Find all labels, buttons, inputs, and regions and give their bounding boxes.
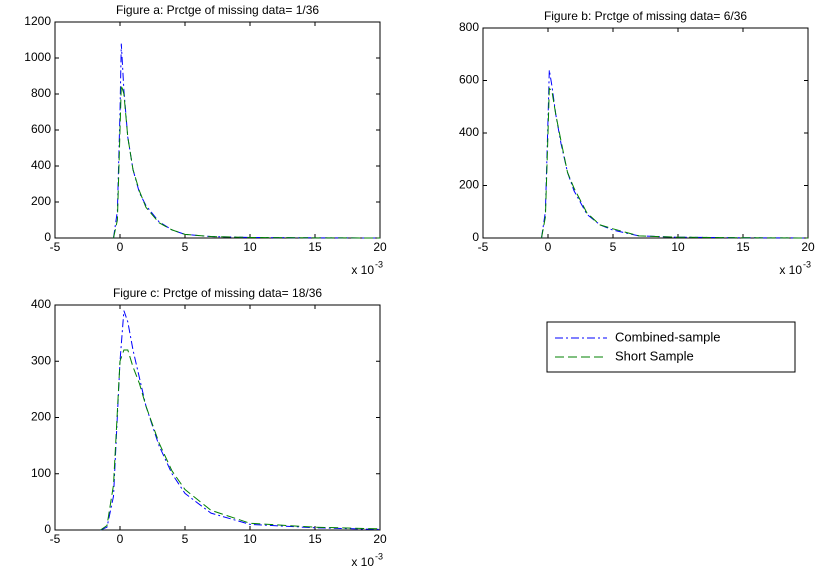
x-scale-label: x 10 (351, 263, 374, 277)
y-tick-label: 400 (459, 125, 479, 139)
x-tick-label: 15 (308, 240, 322, 254)
x-tick-label: 5 (182, 532, 189, 546)
x-tick-label: 20 (373, 240, 387, 254)
y-tick-label: 200 (459, 178, 479, 192)
series-line (541, 87, 809, 239)
series-line (113, 84, 381, 239)
y-tick-label: 800 (31, 86, 51, 100)
y-tick-label: 400 (31, 297, 51, 311)
x-tick-label: 0 (117, 532, 124, 546)
x-scale-label: x 10 (351, 555, 374, 569)
x-scale-exponent: -3 (375, 551, 383, 561)
y-tick-label: 200 (31, 194, 51, 208)
series-line (100, 310, 381, 531)
x-tick-label: -5 (50, 240, 61, 254)
x-scale-exponent: -3 (803, 259, 811, 269)
y-tick-label: 600 (31, 122, 51, 136)
y-tick-label: 800 (459, 20, 479, 34)
x-tick-label: 10 (243, 532, 257, 546)
y-tick-label: 1000 (24, 50, 51, 64)
series-line (100, 349, 381, 531)
series-line (113, 43, 381, 239)
y-tick-label: 1200 (24, 14, 51, 28)
legend-box (546, 321, 796, 373)
y-tick-label: 300 (31, 353, 51, 367)
x-tick-label: 20 (373, 532, 387, 546)
plot-frame (54, 304, 381, 531)
series-line (541, 69, 809, 239)
chart-title: Figure b: Prctge of missing data= 6/36 (544, 9, 747, 23)
plot-frame (54, 21, 381, 239)
x-tick-label: 15 (308, 532, 322, 546)
legend-label: Combined-sample (615, 329, 721, 344)
plot-frame (482, 27, 809, 239)
x-tick-label: -5 (478, 240, 489, 254)
legend-label: Short Sample (615, 348, 694, 363)
x-tick-label: 5 (182, 240, 189, 254)
y-tick-label: 0 (44, 230, 51, 244)
x-tick-label: 10 (243, 240, 257, 254)
chart-title: Figure a: Prctge of missing data= 1/36 (116, 3, 319, 17)
chart-title: Figure c: Prctge of missing data= 18/36 (113, 286, 322, 300)
y-tick-label: 100 (31, 466, 51, 480)
x-tick-label: -5 (50, 532, 61, 546)
x-tick-label: 5 (610, 240, 617, 254)
x-tick-label: 10 (671, 240, 685, 254)
x-tick-label: 0 (545, 240, 552, 254)
x-scale-exponent: -3 (375, 259, 383, 269)
y-tick-label: 600 (459, 73, 479, 87)
x-tick-label: 20 (801, 240, 815, 254)
y-tick-label: 0 (472, 230, 479, 244)
x-tick-label: 15 (736, 240, 750, 254)
x-tick-label: 0 (117, 240, 124, 254)
y-tick-label: 400 (31, 158, 51, 172)
x-scale-label: x 10 (779, 263, 802, 277)
y-tick-label: 200 (31, 410, 51, 424)
y-tick-label: 0 (44, 522, 51, 536)
